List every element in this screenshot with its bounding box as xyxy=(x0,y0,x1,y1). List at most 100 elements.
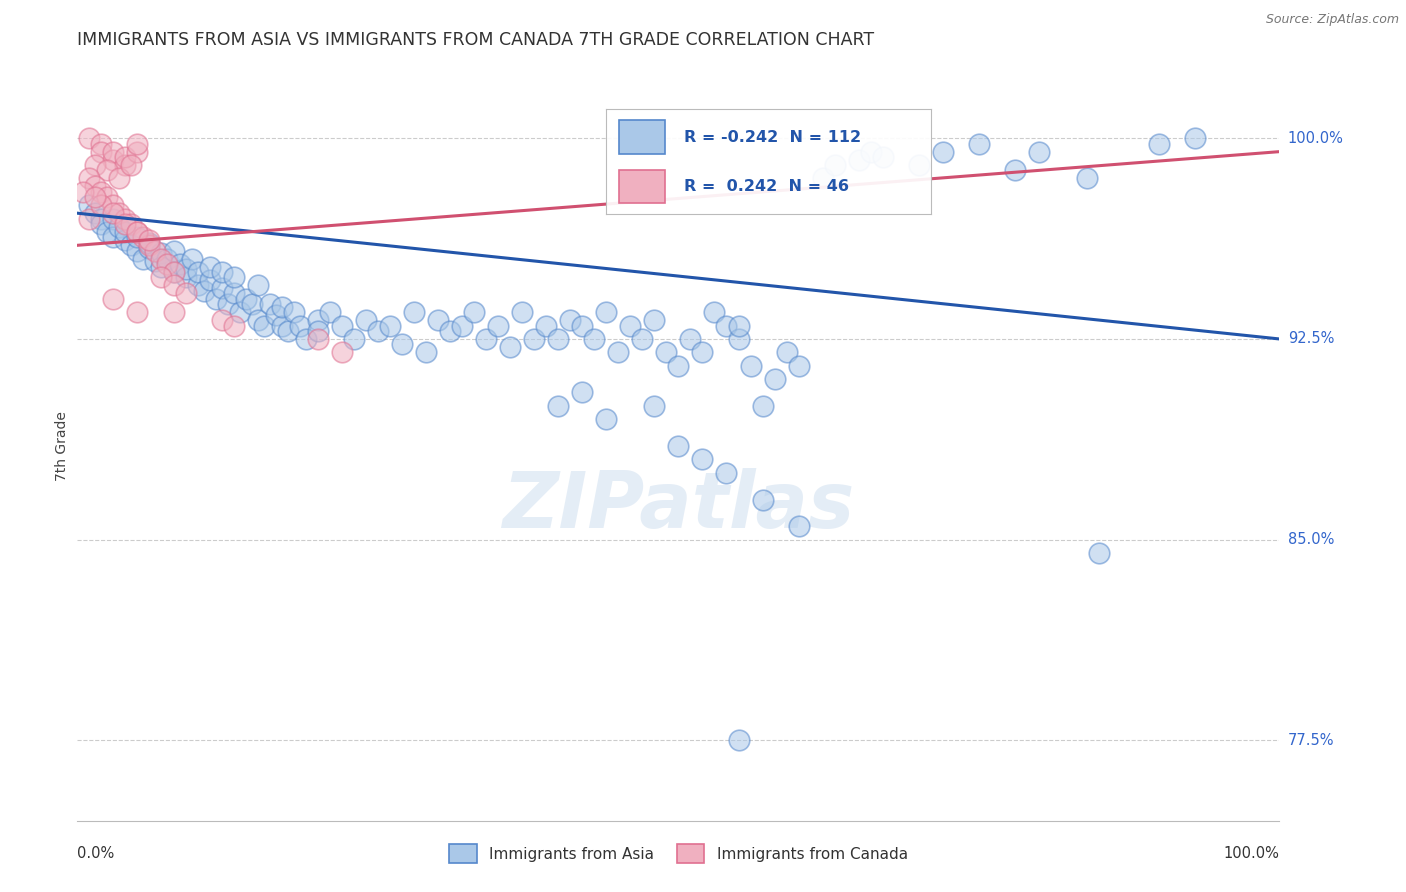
Point xyxy=(787,519,810,533)
Point xyxy=(198,260,221,274)
Text: ZIPatlas: ZIPatlas xyxy=(502,468,855,544)
Point xyxy=(114,225,136,239)
Point xyxy=(246,313,269,327)
Point xyxy=(824,158,846,172)
Point xyxy=(391,337,413,351)
Text: 85.0%: 85.0% xyxy=(1288,533,1334,547)
Point xyxy=(162,278,184,293)
Point xyxy=(716,318,738,333)
Point xyxy=(283,305,305,319)
Point xyxy=(156,257,179,271)
Point xyxy=(619,318,641,333)
Point xyxy=(1088,546,1111,560)
Point xyxy=(186,278,209,293)
Point xyxy=(127,145,149,159)
Point xyxy=(127,225,149,239)
Point xyxy=(127,230,149,244)
Point xyxy=(763,372,786,386)
Point xyxy=(108,206,131,220)
Point xyxy=(114,211,136,226)
Point xyxy=(217,297,239,311)
Point xyxy=(307,324,329,338)
Text: R =  0.242  N = 46: R = 0.242 N = 46 xyxy=(685,179,849,194)
Point xyxy=(631,332,654,346)
Point xyxy=(169,257,191,271)
Y-axis label: 7th Grade: 7th Grade xyxy=(55,411,69,481)
Point xyxy=(90,145,112,159)
Point xyxy=(198,273,221,287)
Point xyxy=(114,233,136,247)
Point xyxy=(145,244,167,258)
Point xyxy=(84,179,107,194)
Point xyxy=(228,305,250,319)
Point xyxy=(908,158,931,172)
Point xyxy=(571,318,593,333)
Point xyxy=(150,252,173,266)
Point xyxy=(692,452,714,467)
Point xyxy=(72,185,94,199)
Point xyxy=(727,318,749,333)
Point xyxy=(174,262,197,277)
Point xyxy=(211,281,233,295)
Point xyxy=(211,265,233,279)
Point xyxy=(132,230,155,244)
Point xyxy=(716,466,738,480)
Point xyxy=(138,241,160,255)
Point xyxy=(354,313,377,327)
Point xyxy=(463,305,485,319)
Point xyxy=(787,359,810,373)
Point xyxy=(740,359,762,373)
Point xyxy=(655,345,678,359)
Point xyxy=(264,308,287,322)
Point xyxy=(547,399,569,413)
Point xyxy=(727,733,749,747)
Point xyxy=(90,217,112,231)
Point xyxy=(240,297,263,311)
Point xyxy=(96,225,118,239)
Bar xyxy=(619,120,665,154)
Legend: Immigrants from Asia, Immigrants from Canada: Immigrants from Asia, Immigrants from Ca… xyxy=(443,838,914,869)
Point xyxy=(114,158,136,172)
Point xyxy=(679,332,702,346)
Point xyxy=(103,211,125,226)
Point xyxy=(193,284,215,298)
Point xyxy=(222,270,245,285)
Point xyxy=(583,332,606,346)
Point xyxy=(150,246,173,260)
Point xyxy=(145,254,167,268)
Point xyxy=(451,318,474,333)
Point xyxy=(174,270,197,285)
Point xyxy=(235,292,257,306)
Point xyxy=(138,238,160,252)
Point xyxy=(1149,136,1171,151)
Point xyxy=(378,318,401,333)
Point xyxy=(692,345,714,359)
Point xyxy=(108,171,131,186)
Point xyxy=(162,265,184,279)
Point xyxy=(595,412,617,426)
Point xyxy=(79,211,101,226)
Point xyxy=(90,136,112,151)
Point xyxy=(138,233,160,247)
Point xyxy=(180,252,202,266)
Point xyxy=(330,345,353,359)
Point xyxy=(84,206,107,220)
Point xyxy=(1004,163,1026,178)
Text: 100.0%: 100.0% xyxy=(1288,131,1344,145)
Text: Source: ZipAtlas.com: Source: ZipAtlas.com xyxy=(1265,13,1399,27)
Point xyxy=(156,252,179,266)
Point xyxy=(90,211,112,226)
Point xyxy=(127,244,149,258)
Point xyxy=(132,252,155,266)
Point xyxy=(703,305,725,319)
Point xyxy=(277,324,299,338)
Point xyxy=(330,318,353,333)
Point xyxy=(643,313,665,327)
Point xyxy=(103,206,125,220)
Point xyxy=(204,292,226,306)
Point xyxy=(751,399,773,413)
Point xyxy=(84,190,107,204)
Point xyxy=(186,265,209,279)
Point xyxy=(607,345,630,359)
Point xyxy=(84,158,107,172)
